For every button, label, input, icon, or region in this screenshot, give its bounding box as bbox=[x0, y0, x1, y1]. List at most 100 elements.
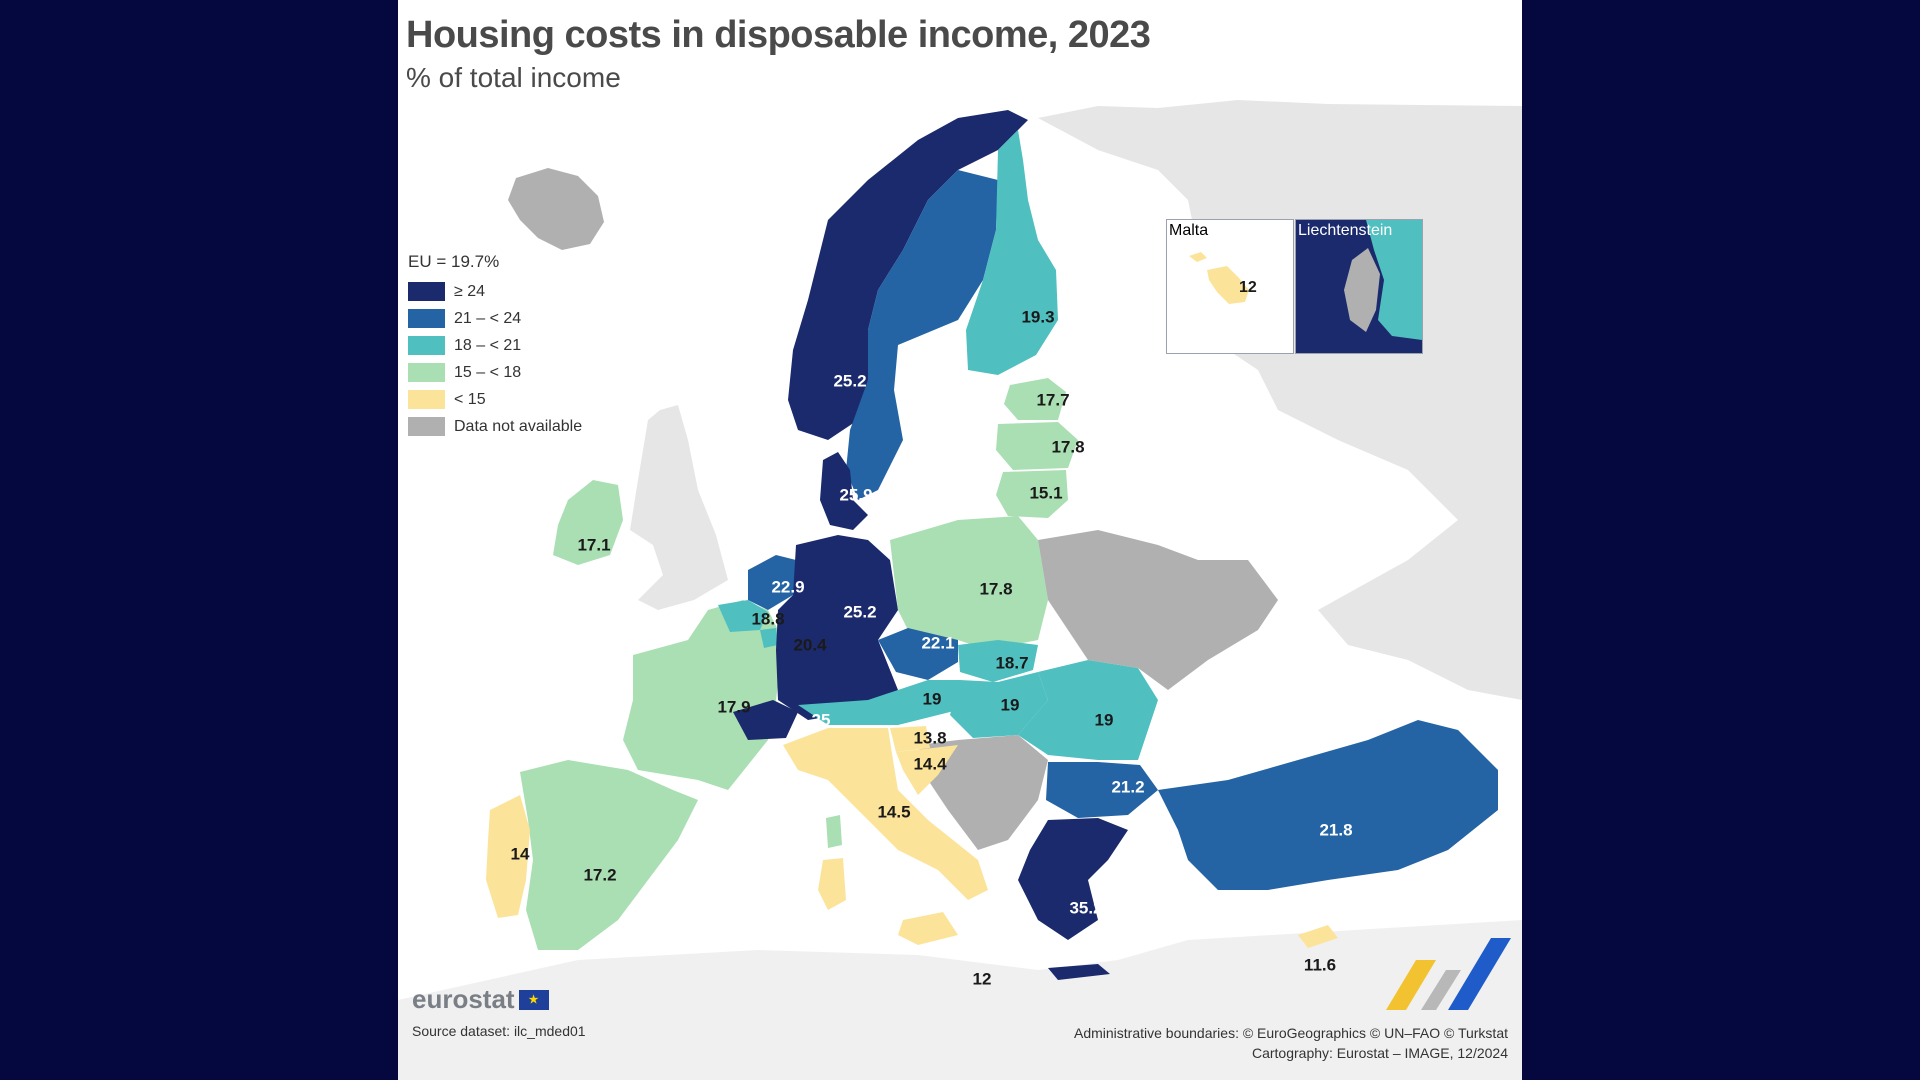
liechtenstein-inset-title: Liechtenstein bbox=[1298, 222, 1393, 239]
slovenia-region bbox=[890, 726, 930, 752]
croatia-region bbox=[896, 745, 958, 795]
source-text: Source dataset: ilc_mded01 bbox=[412, 1023, 586, 1039]
iceland-region bbox=[508, 168, 604, 250]
label-greece: 35.2 bbox=[1069, 898, 1102, 917]
label-spain: 17.2 bbox=[583, 865, 616, 884]
malta-inset-title: Malta bbox=[1169, 222, 1209, 239]
estonia-region bbox=[1004, 378, 1066, 420]
europe-map: 25.2 23.9 19.3 17.7 17.8 15.1 25.9 17.1 … bbox=[398, 100, 1522, 1080]
label-luxembourg: 20.4 bbox=[793, 635, 827, 654]
legend-item: 18 – < 21 bbox=[408, 332, 582, 359]
label-croatia: 14.4 bbox=[913, 754, 947, 773]
lithuania-region bbox=[996, 470, 1068, 518]
ukraine-region bbox=[1038, 530, 1278, 690]
eurostat-stripes-icon bbox=[1386, 938, 1511, 1010]
sicily-region bbox=[898, 912, 958, 945]
label-slovakia: 18.7 bbox=[995, 653, 1028, 672]
map-panel: 25.2 23.9 19.3 17.7 17.8 15.1 25.9 17.1 … bbox=[398, 0, 1522, 1080]
label-netherlands: 22.9 bbox=[771, 577, 804, 596]
label-bulgaria: 21.2 bbox=[1111, 777, 1144, 796]
legend-item: 21 – < 24 bbox=[408, 305, 582, 332]
legend-item: < 15 bbox=[408, 386, 582, 413]
label-poland: 17.8 bbox=[979, 579, 1012, 598]
label-czechia: 22.1 bbox=[921, 633, 954, 652]
balkans-region bbox=[918, 735, 1048, 850]
legend-swatch bbox=[408, 363, 445, 382]
boundaries-text: Administrative boundaries: © EuroGeograp… bbox=[1073, 1025, 1508, 1041]
eurostat-logo: eurostat ★ bbox=[412, 984, 549, 1015]
latvia-region bbox=[996, 422, 1078, 470]
ireland-region bbox=[553, 480, 623, 565]
hungary-region bbox=[950, 672, 1048, 738]
malta-shape: 12 bbox=[1189, 252, 1257, 304]
netherlands-region bbox=[748, 555, 796, 610]
label-malta-main: 12 bbox=[973, 969, 992, 988]
uk-land bbox=[630, 405, 728, 610]
czechia-region bbox=[878, 628, 958, 680]
label-denmark: 25.9 bbox=[839, 485, 872, 504]
label-romania: 19 bbox=[1095, 710, 1114, 729]
cartography-text: Cartography: Eurostat – IMAGE, 12/2024 bbox=[1251, 1045, 1508, 1061]
legend-item: Data not available bbox=[408, 413, 582, 440]
label-estonia: 17.7 bbox=[1036, 390, 1069, 409]
map-title: Housing costs in disposable income, 2023 bbox=[406, 14, 1151, 56]
label-norway: 25.2 bbox=[833, 371, 866, 390]
sardinia-region bbox=[818, 858, 846, 910]
luxembourg-region bbox=[760, 628, 778, 648]
credits: Administrative boundaries: © EuroGeograp… bbox=[1074, 1023, 1508, 1063]
portugal-region bbox=[486, 795, 530, 918]
legend-swatch bbox=[408, 309, 445, 328]
legend-item: ≥ 24 bbox=[408, 278, 582, 305]
romania-region bbox=[1018, 660, 1158, 760]
france-region bbox=[623, 600, 783, 790]
slovakia-region bbox=[958, 640, 1038, 682]
label-lithuania: 15.1 bbox=[1029, 483, 1062, 502]
spain-region bbox=[520, 760, 698, 950]
germany-region bbox=[776, 535, 898, 720]
legend-swatch bbox=[408, 282, 445, 301]
label-ireland: 17.1 bbox=[577, 535, 610, 554]
crete-region bbox=[1048, 964, 1110, 980]
legend-swatch bbox=[408, 417, 445, 436]
legend-swatch bbox=[408, 390, 445, 409]
legend-label: ≥ 24 bbox=[454, 282, 486, 300]
label-hungary: 19 bbox=[1001, 695, 1020, 714]
label-latvia: 17.8 bbox=[1051, 437, 1084, 456]
logo-text: eurostat bbox=[412, 984, 515, 1014]
label-belgium: 18.8 bbox=[751, 609, 784, 628]
liechtenstein-inset: Liechtenstein bbox=[1295, 219, 1423, 354]
poland-region bbox=[890, 516, 1048, 650]
belgium-region bbox=[718, 600, 768, 632]
legend-label: Data not available bbox=[454, 417, 583, 435]
eu-flag-icon: ★ bbox=[518, 989, 549, 1010]
greece-region bbox=[1018, 818, 1128, 940]
malta-inset: Malta 12 bbox=[1166, 219, 1294, 354]
label-sweden: 23.9 bbox=[909, 401, 942, 420]
bulgaria-region bbox=[1046, 762, 1158, 818]
sweden-region bbox=[846, 170, 998, 500]
legend-item: 15 – < 18 bbox=[408, 359, 582, 386]
legend-label: 21 – < 24 bbox=[454, 309, 522, 327]
liechtenstein-shape bbox=[1344, 220, 1422, 340]
label-italy: 14.5 bbox=[877, 802, 910, 821]
label-finland: 19.3 bbox=[1021, 307, 1054, 326]
legend-swatch bbox=[408, 336, 445, 355]
legend-title: EU = 19.7% bbox=[408, 252, 500, 271]
legend-label: 18 – < 21 bbox=[454, 336, 522, 354]
map-subtitle: % of total income bbox=[406, 62, 621, 93]
corsica-region bbox=[826, 815, 842, 848]
malta-inset-value: 12 bbox=[1239, 279, 1257, 296]
legend-label: 15 – < 18 bbox=[454, 363, 522, 381]
austria-region bbox=[798, 680, 960, 725]
label-switzerland: 25 bbox=[812, 710, 831, 729]
label-slovenia: 13.8 bbox=[913, 728, 946, 747]
legend: EU = 19.7% ≥ 24 21 – < 24 18 – < 21 15 –… bbox=[408, 252, 582, 440]
finland-region bbox=[966, 130, 1058, 375]
north-africa-land bbox=[398, 920, 1522, 1080]
label-portugal: 14 bbox=[511, 844, 530, 863]
italy-region bbox=[783, 728, 988, 900]
label-turkey: 21.8 bbox=[1319, 820, 1352, 839]
label-cyprus: 11.6 bbox=[1304, 955, 1336, 974]
norway-region bbox=[788, 110, 1028, 440]
label-france: 17.9 bbox=[717, 697, 750, 716]
